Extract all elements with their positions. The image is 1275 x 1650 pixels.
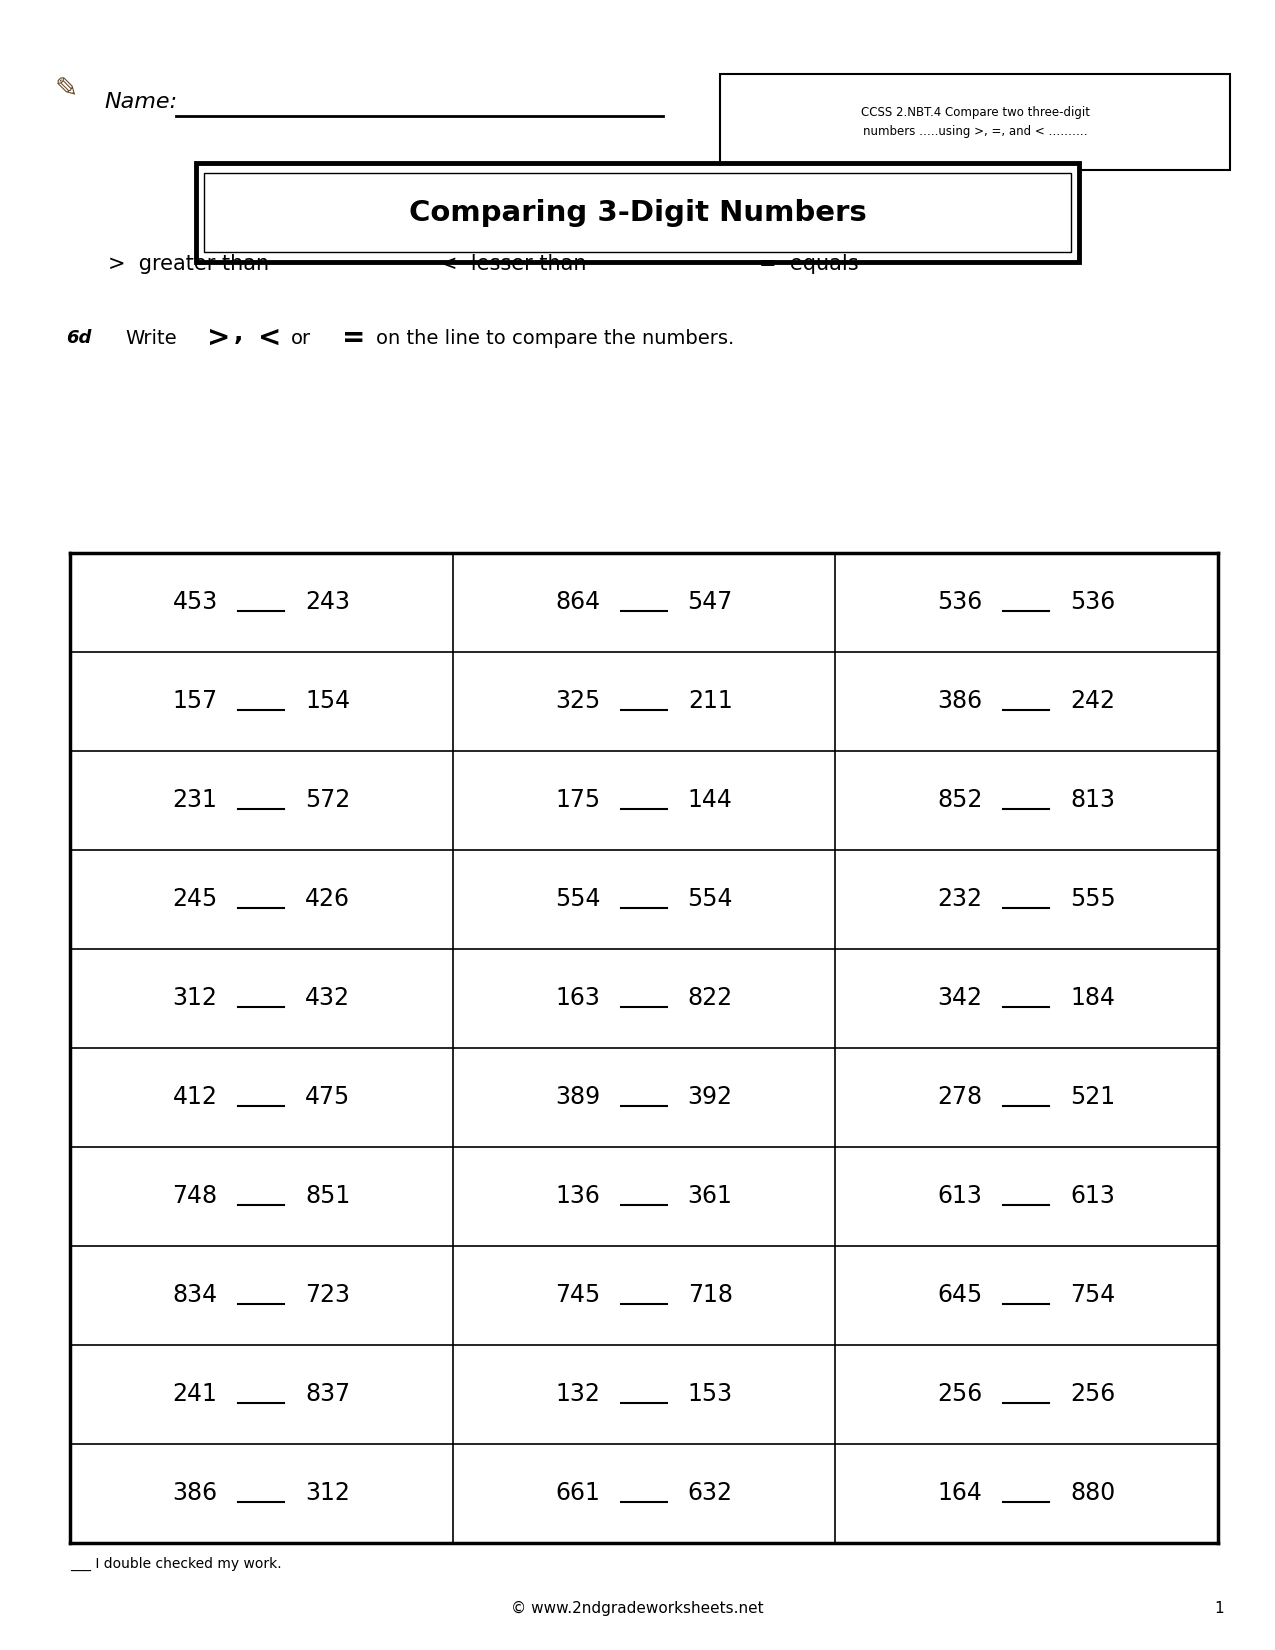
Text: 748: 748 [172,1185,218,1208]
Text: 184: 184 [1070,987,1116,1010]
Text: 536: 536 [1070,591,1116,614]
Text: 864: 864 [555,591,601,614]
Text: 231: 231 [172,789,218,812]
Text: 361: 361 [687,1185,733,1208]
Text: 232: 232 [937,888,983,911]
Text: on the line to compare the numbers.: on the line to compare the numbers. [376,328,734,348]
Text: or: or [291,328,311,348]
Text: 389: 389 [555,1086,601,1109]
Text: 245: 245 [172,888,218,911]
Text: >  greater than: > greater than [108,254,269,274]
Text: 851: 851 [305,1185,351,1208]
FancyBboxPatch shape [720,74,1230,170]
Text: 211: 211 [687,690,733,713]
Text: 256: 256 [937,1383,983,1406]
Text: 555: 555 [1070,888,1116,911]
Text: 342: 342 [937,987,983,1010]
FancyBboxPatch shape [204,173,1071,252]
Text: 386: 386 [172,1482,218,1505]
Text: Comparing 3-Digit Numbers: Comparing 3-Digit Numbers [408,200,867,226]
Text: 312: 312 [172,987,218,1010]
Text: 132: 132 [555,1383,601,1406]
Text: 572: 572 [305,789,351,812]
Text: 6d: 6d [66,330,92,346]
FancyBboxPatch shape [196,163,1079,262]
Text: 164: 164 [937,1482,983,1505]
Text: 645: 645 [937,1284,983,1307]
Text: =: = [342,325,365,351]
Text: ___ I double checked my work.: ___ I double checked my work. [70,1558,282,1571]
Text: 312: 312 [305,1482,351,1505]
Text: ,: , [233,322,242,345]
Text: =  equals: = equals [759,254,858,274]
Text: 554: 554 [555,888,601,911]
Text: 813: 813 [1070,789,1116,812]
Text: 153: 153 [687,1383,733,1406]
Text: 754: 754 [1070,1284,1116,1307]
Text: 175: 175 [555,789,601,812]
Text: >: > [207,325,230,351]
Text: ✎: ✎ [55,76,78,102]
Text: CCSS 2.NBT.4 Compare two three-digit
numbers …..using >, =, and < ……….: CCSS 2.NBT.4 Compare two three-digit num… [861,106,1090,139]
Text: © www.2ndgradeworksheets.net: © www.2ndgradeworksheets.net [511,1600,764,1617]
Text: 718: 718 [687,1284,733,1307]
Text: 822: 822 [687,987,733,1010]
Text: 157: 157 [172,690,218,713]
Text: 880: 880 [1070,1482,1116,1505]
Text: 834: 834 [172,1284,218,1307]
Text: 547: 547 [687,591,733,614]
Text: 475: 475 [305,1086,351,1109]
Text: 325: 325 [555,690,601,713]
Text: 613: 613 [1070,1185,1116,1208]
Text: 243: 243 [305,591,351,614]
Text: 723: 723 [305,1284,351,1307]
Text: 661: 661 [555,1482,601,1505]
Text: 163: 163 [555,987,601,1010]
Text: 1: 1 [1214,1600,1224,1617]
Text: 392: 392 [687,1086,733,1109]
Text: 453: 453 [172,591,218,614]
Text: 837: 837 [305,1383,351,1406]
Text: 154: 154 [305,690,351,713]
Text: 852: 852 [937,789,983,812]
Text: 632: 632 [687,1482,733,1505]
Text: 613: 613 [937,1185,983,1208]
Text: 521: 521 [1070,1086,1116,1109]
Text: 256: 256 [1070,1383,1116,1406]
Text: <: < [258,325,280,351]
Text: 278: 278 [937,1086,983,1109]
Text: 241: 241 [172,1383,218,1406]
Text: 554: 554 [687,888,733,911]
Text: 745: 745 [555,1284,601,1307]
Text: 386: 386 [937,690,983,713]
Text: 242: 242 [1070,690,1116,713]
Text: 412: 412 [172,1086,218,1109]
Text: 136: 136 [555,1185,601,1208]
Text: 432: 432 [305,987,351,1010]
Text: Name:: Name: [105,92,177,112]
Text: Write: Write [125,328,176,348]
Text: <  lesser than: < lesser than [440,254,586,274]
Text: 426: 426 [305,888,351,911]
Text: 144: 144 [687,789,733,812]
Text: 536: 536 [937,591,983,614]
